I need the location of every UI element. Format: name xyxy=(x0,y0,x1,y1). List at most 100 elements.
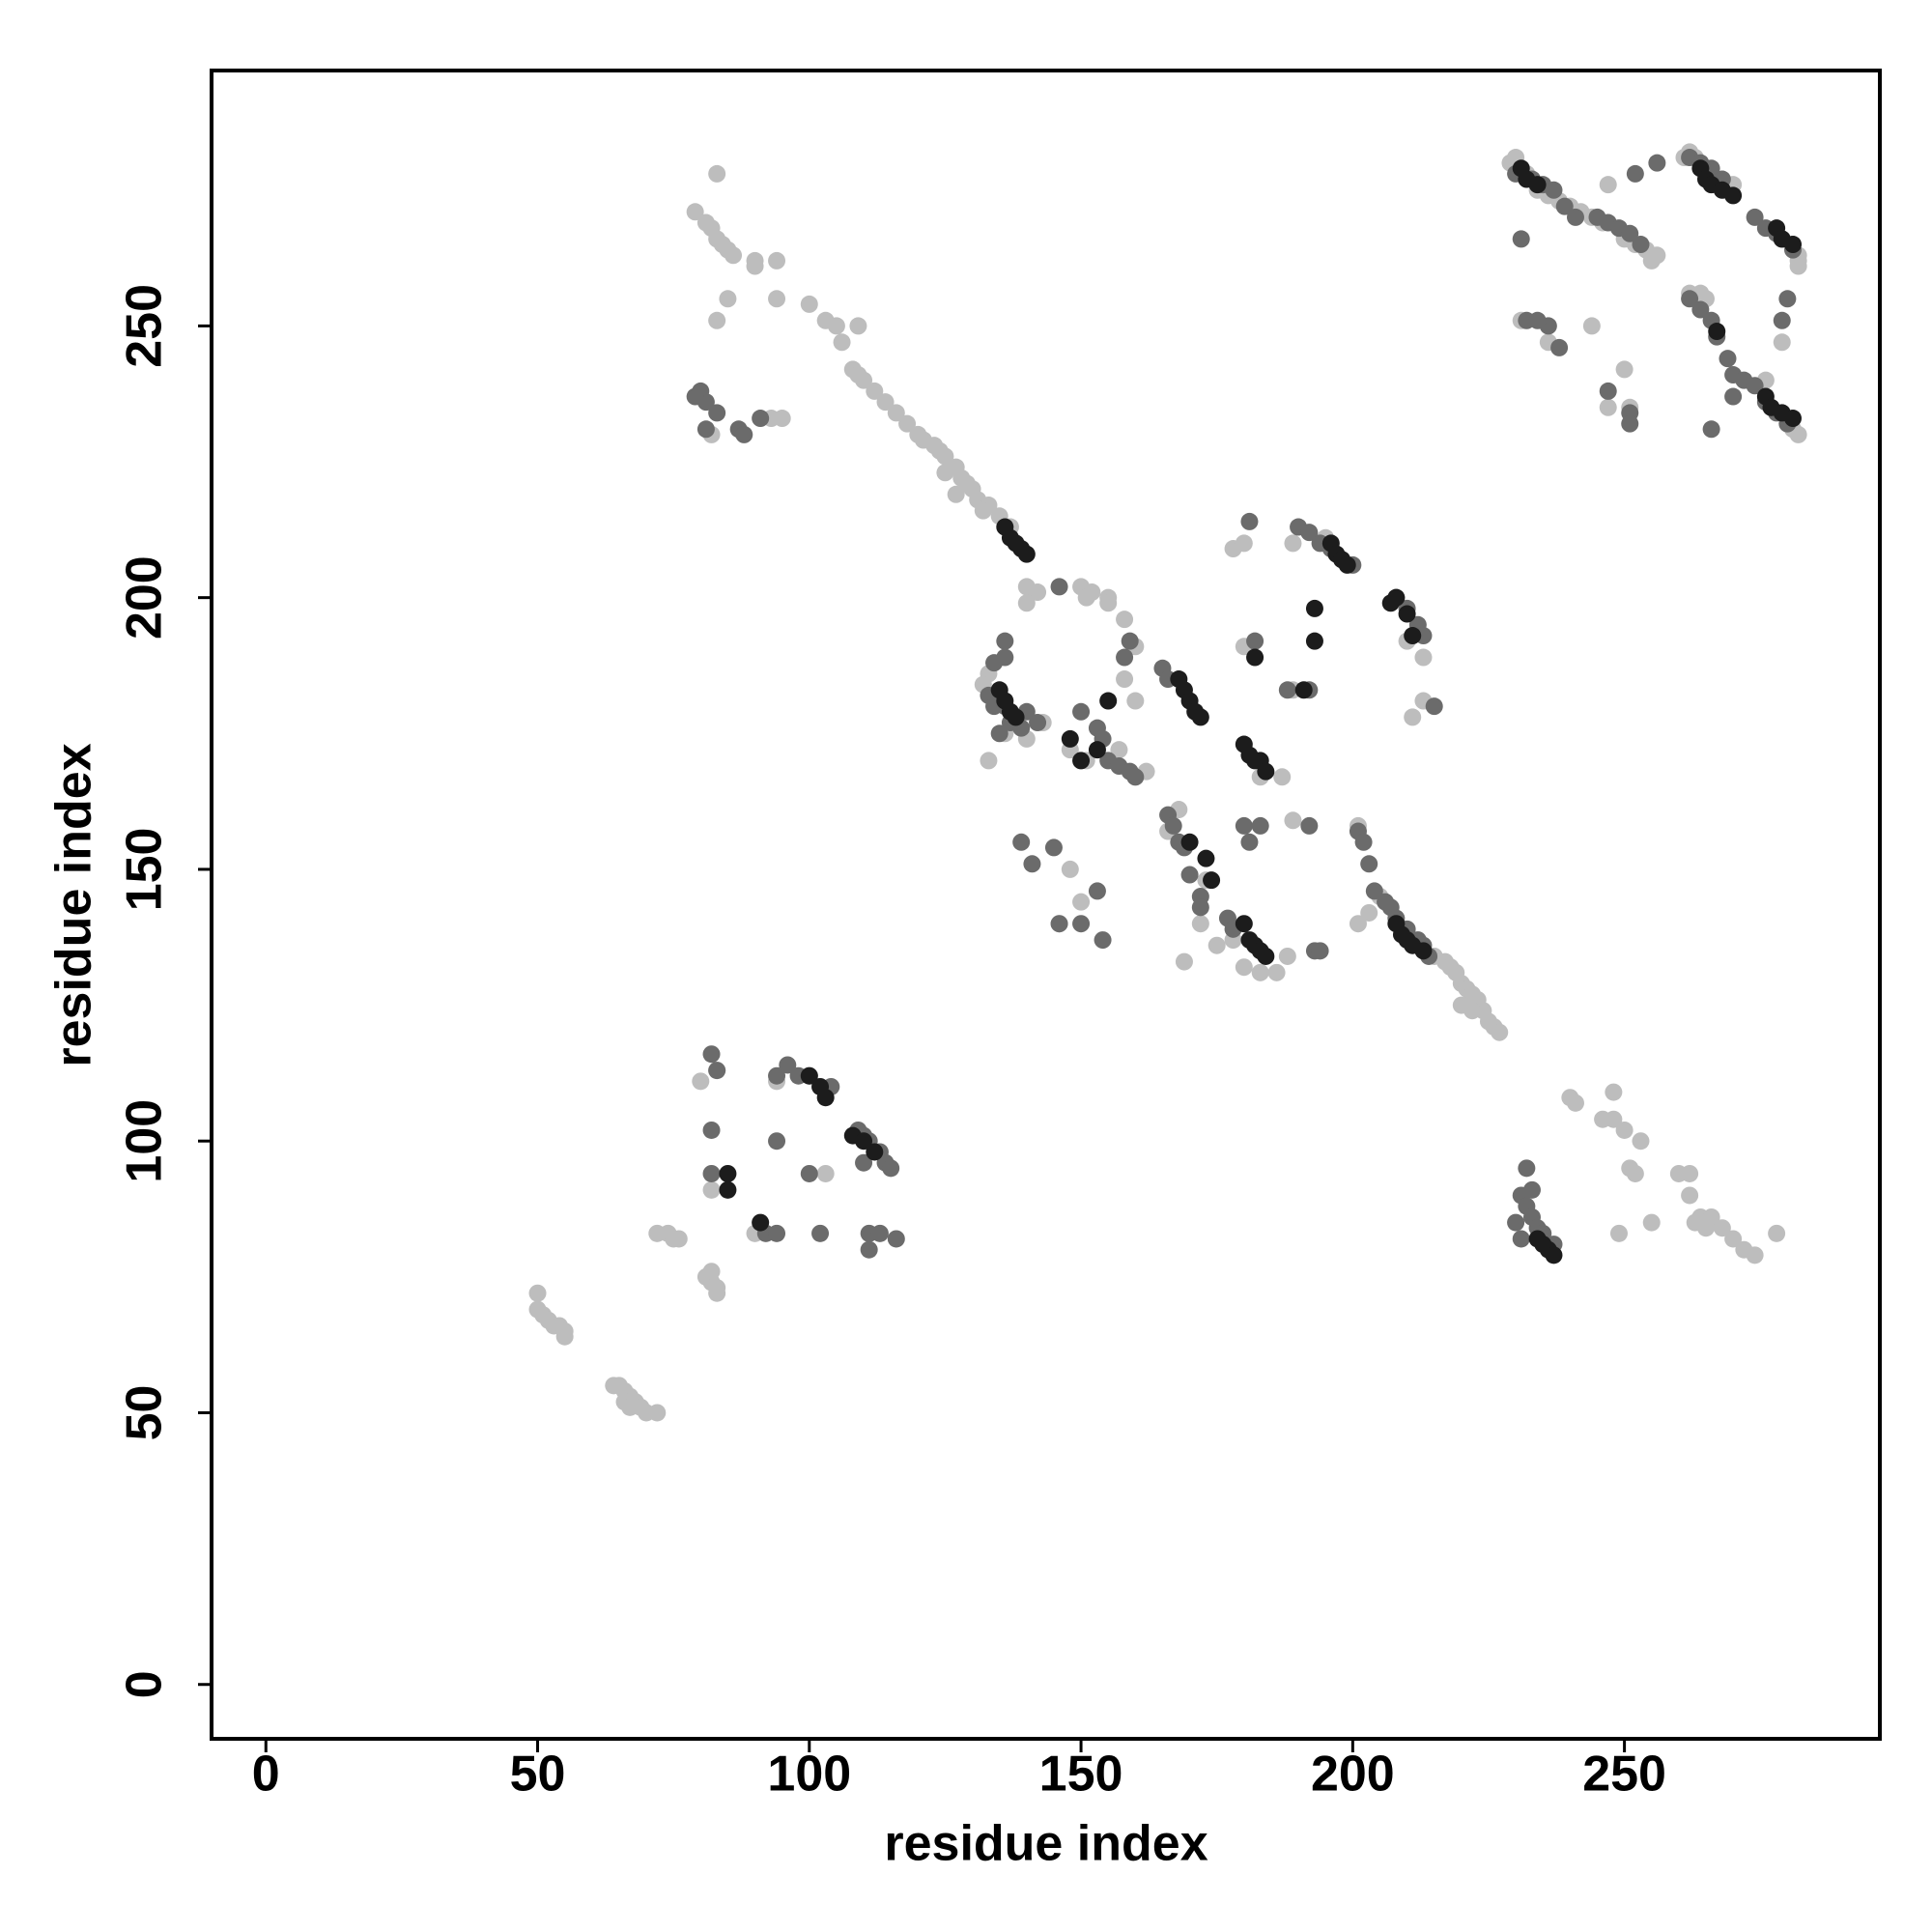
point xyxy=(1354,833,1373,851)
point xyxy=(1017,594,1036,612)
x-tick-label: 50 xyxy=(510,1747,566,1803)
point xyxy=(1023,855,1041,873)
point xyxy=(621,1398,639,1416)
point xyxy=(1773,311,1791,329)
point xyxy=(528,1284,547,1302)
point xyxy=(887,404,905,422)
point xyxy=(1414,942,1433,960)
point xyxy=(1789,425,1807,443)
point xyxy=(702,1164,721,1182)
point xyxy=(1175,952,1193,971)
point xyxy=(1702,420,1720,439)
point xyxy=(936,464,954,482)
point xyxy=(1235,534,1253,553)
point xyxy=(1545,1246,1563,1264)
point xyxy=(1425,697,1443,716)
point xyxy=(1349,915,1367,933)
point xyxy=(800,295,818,313)
x-tick-label: 150 xyxy=(1039,1747,1123,1803)
point xyxy=(1518,1159,1536,1178)
point xyxy=(1582,317,1601,335)
point xyxy=(1300,816,1319,835)
point xyxy=(898,414,917,433)
point xyxy=(1360,903,1378,922)
point xyxy=(1072,702,1091,721)
point xyxy=(816,1089,835,1107)
point xyxy=(1696,1219,1715,1237)
point xyxy=(1491,1023,1509,1041)
point xyxy=(833,333,851,352)
y-tick-label: 0 xyxy=(117,1670,173,1698)
point xyxy=(1273,768,1292,786)
point xyxy=(555,1327,574,1346)
point xyxy=(870,1224,889,1242)
point xyxy=(1404,627,1422,645)
point xyxy=(1724,387,1743,406)
point xyxy=(702,1263,721,1281)
point xyxy=(1404,708,1422,726)
point xyxy=(1012,833,1031,851)
point xyxy=(1626,164,1644,183)
point xyxy=(768,1224,786,1242)
point xyxy=(724,246,743,265)
point xyxy=(1191,708,1209,726)
point xyxy=(1088,741,1106,759)
point xyxy=(866,382,884,400)
point xyxy=(1773,333,1791,352)
point xyxy=(708,311,726,329)
point xyxy=(1180,866,1199,884)
point xyxy=(1284,534,1302,553)
point xyxy=(1681,1164,1699,1182)
point xyxy=(1267,963,1286,981)
point xyxy=(1099,692,1118,710)
point xyxy=(800,1066,818,1085)
point xyxy=(1691,300,1710,319)
point xyxy=(1164,816,1182,835)
point xyxy=(855,1153,873,1172)
point xyxy=(1783,236,1802,254)
point xyxy=(1121,632,1139,650)
point xyxy=(1017,545,1036,563)
point xyxy=(708,164,726,183)
point xyxy=(1609,1224,1628,1242)
point xyxy=(1126,768,1145,786)
x-tick-label: 200 xyxy=(1311,1747,1395,1803)
point xyxy=(1599,382,1617,400)
point xyxy=(1746,1246,1764,1264)
point xyxy=(855,1132,873,1151)
point xyxy=(768,1132,786,1151)
point xyxy=(779,1056,797,1074)
point xyxy=(1126,692,1145,710)
point xyxy=(1566,208,1584,226)
point xyxy=(990,724,1009,743)
point xyxy=(1512,230,1530,248)
point xyxy=(1648,154,1666,172)
point xyxy=(1077,588,1095,607)
point xyxy=(1632,236,1650,254)
point xyxy=(1072,915,1091,933)
point xyxy=(1783,410,1802,428)
point xyxy=(1632,1132,1650,1151)
point xyxy=(1061,729,1079,748)
point xyxy=(1681,290,1699,308)
point xyxy=(768,251,786,270)
point xyxy=(1615,1121,1634,1139)
point xyxy=(1768,1224,1786,1242)
point xyxy=(1257,947,1275,965)
point xyxy=(648,1404,667,1422)
point xyxy=(1116,670,1134,689)
point xyxy=(1599,176,1617,194)
point xyxy=(1251,816,1269,835)
point xyxy=(827,317,845,335)
point xyxy=(816,1164,835,1182)
point xyxy=(996,648,1014,667)
point xyxy=(1708,323,1726,341)
point xyxy=(1719,350,1737,368)
y-tick-label: 100 xyxy=(117,1099,173,1183)
x-tick-label: 100 xyxy=(767,1747,851,1803)
point xyxy=(1414,648,1433,667)
point xyxy=(1311,942,1329,960)
point xyxy=(1713,1219,1731,1237)
point xyxy=(996,632,1014,650)
